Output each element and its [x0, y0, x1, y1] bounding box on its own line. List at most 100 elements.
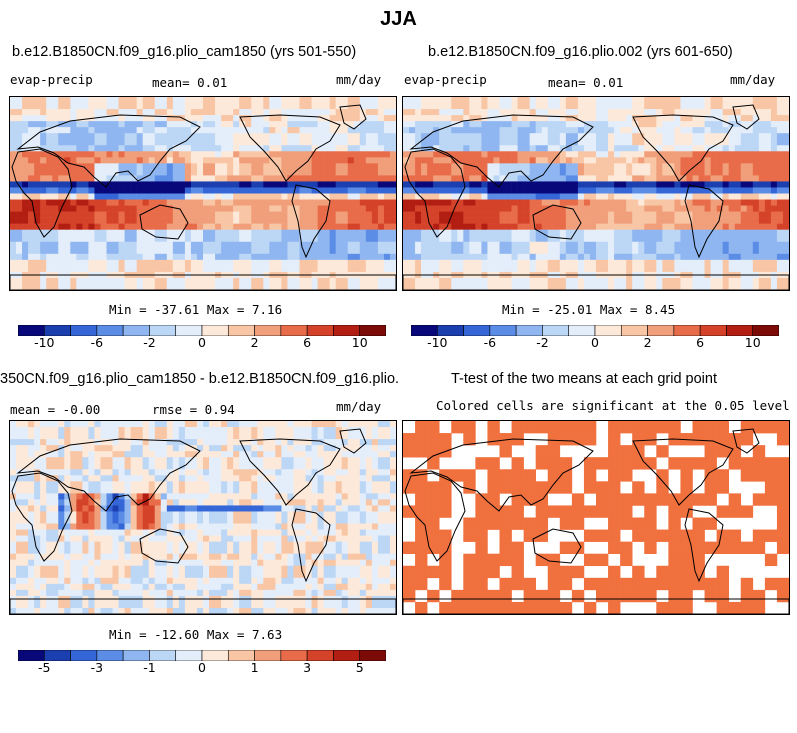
grid-cell: [403, 187, 410, 194]
grid-cell: [142, 139, 150, 146]
grid-cell: [40, 181, 47, 188]
grid-cell: [46, 481, 53, 488]
grid-cell: [383, 187, 391, 194]
grid-cell: [752, 145, 760, 152]
grid-cell: [632, 169, 639, 176]
grid-cell: [782, 127, 789, 134]
grid-cell: [415, 253, 422, 261]
grid-cell: [608, 193, 615, 200]
grid-cell: [433, 229, 440, 237]
grid-cell: [517, 193, 524, 200]
grid-cell: [311, 169, 318, 176]
grid-cell: [481, 139, 488, 146]
grid-cell: [656, 247, 663, 255]
grid-cell: [457, 277, 464, 285]
grid-cell: [317, 109, 324, 116]
grid-cell: [704, 127, 711, 134]
grid-cell: [644, 199, 651, 206]
grid-cell: [608, 139, 615, 146]
grid-cell: [583, 175, 591, 182]
grid-cell: [160, 259, 168, 267]
grid-cell: [577, 199, 585, 206]
grid-cell: [16, 427, 23, 434]
grid-cell: [686, 139, 693, 146]
grid-cell: [64, 181, 71, 188]
grid-cell: [196, 475, 204, 482]
grid-cell: [46, 139, 53, 146]
grid-cell: [245, 235, 252, 243]
grid-cell: [70, 139, 77, 146]
grid-cell: [626, 235, 633, 243]
grid-cell: [245, 121, 252, 128]
grid-cell: [746, 235, 754, 243]
grid-cell: [511, 121, 518, 128]
grid-cell: [335, 127, 343, 134]
grid-cell: [680, 217, 687, 224]
grid-cell: [329, 127, 336, 134]
grid-cell: [70, 247, 77, 255]
grid-cell: [64, 139, 71, 146]
grid-cell: [583, 139, 591, 146]
grid-cell: [112, 205, 119, 212]
grid-cell: [28, 451, 35, 458]
grid-cell: [383, 259, 391, 267]
grid-cell: [329, 487, 336, 494]
grid-cell: [782, 181, 789, 188]
grid-cell: [196, 157, 204, 164]
grid-cell: [136, 127, 143, 134]
grid-cell: [257, 229, 264, 237]
grid-cell: [64, 457, 71, 464]
grid-cell: [403, 229, 410, 237]
grid-cell: [209, 139, 216, 146]
grid-cell: [439, 151, 446, 158]
grid-cell: [172, 253, 180, 261]
grid-cell: [269, 127, 276, 134]
grid-cell: [583, 193, 591, 200]
grid-cell: [427, 97, 434, 104]
grid-cell: [433, 163, 440, 170]
grid-cell: [233, 469, 240, 476]
grid-cell: [589, 127, 597, 134]
grid-cell: [245, 163, 252, 170]
grid-cell: [445, 145, 452, 152]
grid-cell: [559, 157, 567, 164]
grid-cell: [281, 469, 288, 476]
grid-cell: [752, 169, 760, 176]
grid-cell: [359, 193, 367, 200]
grid-cell: [70, 205, 77, 212]
grid-cell: [662, 181, 669, 188]
grid-cell: [445, 283, 452, 290]
grid-cell: [758, 265, 766, 273]
grid-cell: [100, 493, 107, 500]
grid-cell: [469, 223, 476, 230]
grid-cell: [257, 127, 264, 134]
grid-cell: [184, 235, 192, 243]
grid-cell: [589, 169, 597, 176]
grid-cell: [523, 205, 530, 212]
grid-cell: [142, 115, 150, 122]
grid-cell: [614, 181, 621, 188]
grid-cell: [746, 265, 754, 273]
grid-cell: [722, 109, 729, 116]
grid-cell: [614, 115, 621, 122]
grid-cell: [172, 103, 180, 110]
grid-cell: [764, 265, 772, 273]
grid-cell: [269, 457, 276, 464]
grid-cell: [275, 169, 282, 176]
grid-cell: [130, 481, 137, 488]
grid-cell: [269, 463, 276, 470]
grid-cell: [305, 163, 312, 170]
grid-cell: [686, 253, 693, 261]
grid-cell: [680, 109, 687, 116]
grid-cell: [317, 433, 324, 440]
grid-cell: [632, 223, 639, 230]
grid-cell: [409, 103, 416, 110]
grid-cell: [409, 139, 416, 146]
grid-cell: [710, 169, 717, 176]
grid-cell: [577, 115, 585, 122]
grid-cell: [251, 193, 258, 200]
grid-cell: [263, 121, 270, 128]
grid-cell: [136, 187, 143, 194]
grid-cell: [203, 487, 210, 494]
grid-cell: [112, 277, 119, 285]
